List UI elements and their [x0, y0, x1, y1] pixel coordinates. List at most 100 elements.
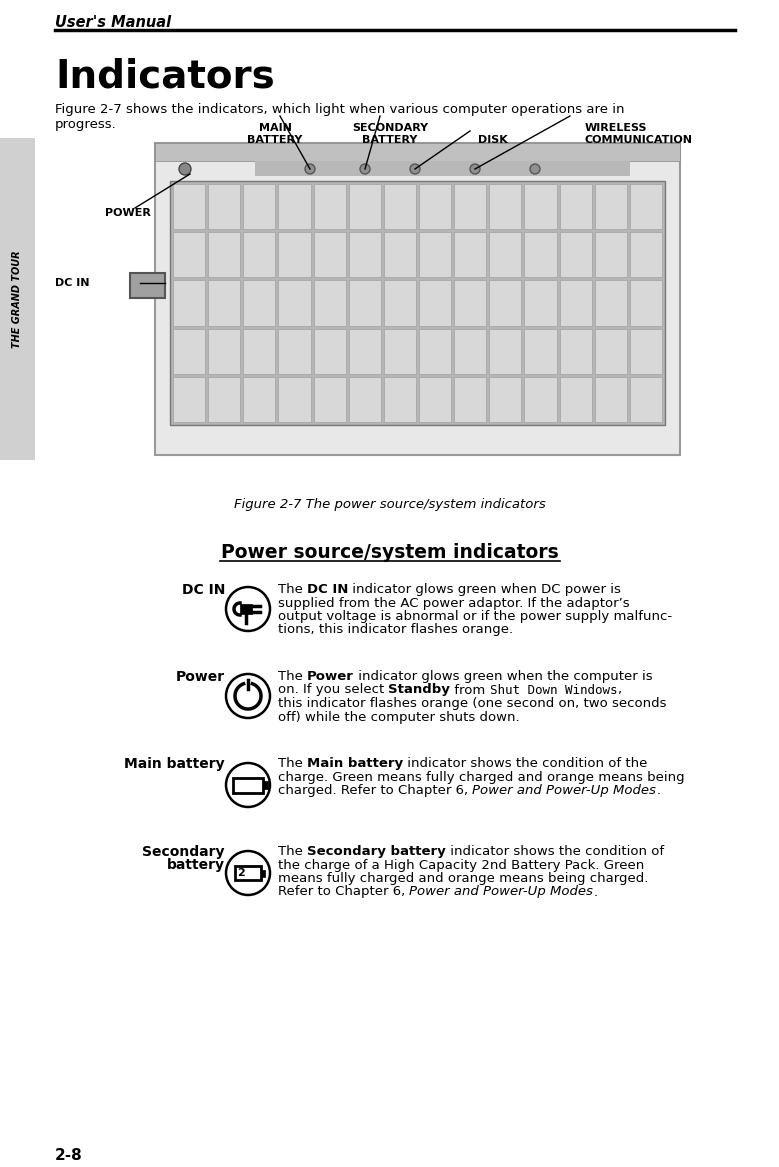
- Text: output voltage is abnormal or if the power supply malfunc-: output voltage is abnormal or if the pow…: [278, 610, 672, 623]
- Bar: [314, 377, 346, 422]
- Bar: [454, 280, 486, 326]
- Bar: [278, 329, 311, 373]
- Bar: [173, 377, 205, 422]
- Text: DISK: DISK: [478, 135, 508, 145]
- Text: WIRELESS: WIRELESS: [585, 123, 647, 133]
- Bar: [454, 184, 486, 229]
- Text: COMMUNICATION: COMMUNICATION: [585, 135, 693, 145]
- Bar: [594, 184, 627, 229]
- Bar: [384, 329, 416, 373]
- Bar: [130, 273, 165, 298]
- Text: from: from: [450, 684, 490, 697]
- Bar: [349, 232, 381, 278]
- Text: Indicators: Indicators: [55, 58, 275, 96]
- Circle shape: [226, 587, 270, 631]
- Bar: [630, 184, 662, 229]
- Text: supplied from the AC power adaptor. If the adaptor’s: supplied from the AC power adaptor. If t…: [278, 596, 629, 609]
- Bar: [173, 280, 205, 326]
- Bar: [208, 184, 240, 229]
- Bar: [255, 161, 630, 176]
- Circle shape: [470, 165, 480, 174]
- Bar: [524, 232, 556, 278]
- Text: battery: battery: [167, 858, 225, 872]
- Text: Power: Power: [307, 670, 354, 683]
- Text: .: .: [594, 886, 597, 899]
- Bar: [384, 184, 416, 229]
- Bar: [155, 144, 680, 455]
- Circle shape: [305, 165, 315, 174]
- Bar: [419, 377, 451, 422]
- Bar: [594, 377, 627, 422]
- Bar: [524, 280, 556, 326]
- Circle shape: [179, 163, 191, 175]
- Text: SECONDARY: SECONDARY: [352, 123, 428, 133]
- Text: Power: Power: [176, 670, 225, 684]
- Bar: [594, 329, 627, 373]
- Bar: [384, 232, 416, 278]
- Text: on. If you select: on. If you select: [278, 684, 389, 697]
- Bar: [243, 329, 276, 373]
- Text: the charge of a High Capacity 2nd Battery Pack. Green: the charge of a High Capacity 2nd Batter…: [278, 859, 644, 872]
- Bar: [278, 232, 311, 278]
- Text: means fully charged and orange means being charged.: means fully charged and orange means bei…: [278, 872, 648, 885]
- Circle shape: [226, 851, 270, 895]
- Bar: [243, 232, 276, 278]
- Bar: [630, 329, 662, 373]
- Bar: [489, 232, 521, 278]
- Text: Secondary battery: Secondary battery: [307, 845, 446, 858]
- Bar: [208, 232, 240, 278]
- Bar: [349, 329, 381, 373]
- Bar: [278, 377, 311, 422]
- Bar: [263, 781, 268, 789]
- Bar: [419, 329, 451, 373]
- Bar: [524, 377, 556, 422]
- Text: The: The: [278, 757, 307, 770]
- Bar: [240, 605, 252, 614]
- Text: .: .: [656, 784, 661, 797]
- Circle shape: [530, 165, 540, 174]
- Text: indicator shows the condition of: indicator shows the condition of: [446, 845, 664, 858]
- Bar: [559, 184, 592, 229]
- Circle shape: [226, 763, 270, 808]
- Text: Main battery: Main battery: [307, 757, 404, 770]
- Bar: [349, 280, 381, 326]
- Bar: [349, 184, 381, 229]
- Text: User's Manual: User's Manual: [55, 15, 171, 30]
- Bar: [155, 144, 680, 161]
- Bar: [384, 280, 416, 326]
- Bar: [559, 280, 592, 326]
- Text: Figure 2-7 shows the indicators, which light when various computer operations ar: Figure 2-7 shows the indicators, which l…: [55, 103, 625, 116]
- Text: 2-8: 2-8: [55, 1148, 83, 1163]
- Bar: [233, 777, 263, 792]
- Circle shape: [360, 165, 370, 174]
- Bar: [314, 184, 346, 229]
- Text: Power source/system indicators: Power source/system indicators: [221, 543, 559, 562]
- Bar: [173, 329, 205, 373]
- Bar: [314, 329, 346, 373]
- Bar: [454, 329, 486, 373]
- Text: THE GRAND TOUR: THE GRAND TOUR: [12, 250, 22, 348]
- Text: BATTERY: BATTERY: [247, 135, 303, 145]
- Text: The: The: [278, 584, 307, 596]
- Text: this indicator flashes orange (one second on, two seconds: this indicator flashes orange (one secon…: [278, 697, 667, 710]
- Bar: [630, 280, 662, 326]
- Bar: [314, 280, 346, 326]
- Bar: [349, 377, 381, 422]
- Bar: [208, 329, 240, 373]
- Bar: [489, 329, 521, 373]
- Bar: [419, 232, 451, 278]
- Bar: [489, 280, 521, 326]
- Text: progress.: progress.: [55, 118, 117, 131]
- Bar: [243, 184, 276, 229]
- Bar: [630, 232, 662, 278]
- Bar: [173, 232, 205, 278]
- Text: DC IN: DC IN: [55, 278, 90, 288]
- Text: charge. Green means fully charged and orange means being: charge. Green means fully charged and or…: [278, 770, 685, 783]
- Bar: [594, 280, 627, 326]
- Text: off) while the computer shuts down.: off) while the computer shuts down.: [278, 711, 520, 724]
- Text: ,: ,: [618, 684, 622, 697]
- Text: DC IN: DC IN: [307, 584, 348, 596]
- Text: Power and Power-Up Modes: Power and Power-Up Modes: [472, 784, 656, 797]
- Bar: [235, 866, 261, 880]
- Text: indicator glows green when DC power is: indicator glows green when DC power is: [348, 584, 622, 596]
